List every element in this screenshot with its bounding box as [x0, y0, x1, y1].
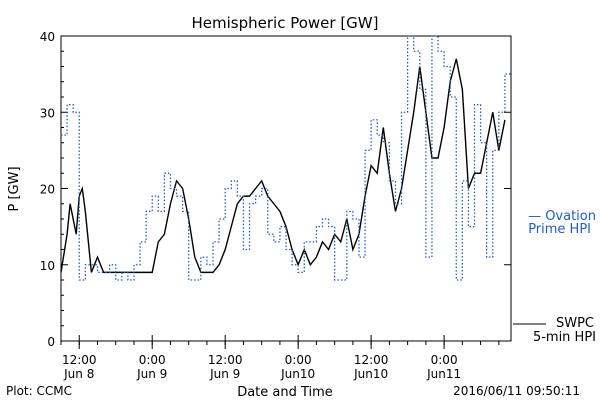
series-ovation-line	[61, 35, 511, 281]
x-tick-label-time: 12:00	[62, 353, 97, 367]
x-tick-label-time: 0:00	[139, 353, 166, 367]
y-tick-label: 20	[40, 183, 55, 197]
series-swpc-line	[60, 58, 506, 274]
series-layer	[60, 35, 511, 281]
y-tick-label: 40	[40, 30, 55, 44]
footer-timestamp: 2016/06/11 09:50:11	[453, 384, 580, 398]
x-tick-label-date: Jun11	[426, 367, 461, 381]
x-axis-label: Date and Time	[237, 385, 333, 400]
legend-swpc: SWPC 5-min HPI	[513, 316, 596, 345]
plot-frame	[60, 35, 512, 342]
legend-ovation: — Ovation Prime HPI	[528, 209, 596, 237]
footer-credit: Plot: CCMC	[6, 384, 72, 398]
x-tick-label-date: Jun 8	[63, 367, 94, 381]
legend-swpc-line2: 5-min HPI	[533, 330, 596, 345]
y-tick-label: 0	[47, 335, 55, 349]
legend-ovation-line2: Prime HPI	[528, 222, 591, 237]
y-tick-label: 30	[40, 106, 55, 120]
x-tick-label-date: Jun10	[353, 367, 388, 381]
y-axis: 0 10 20 30 40	[40, 30, 511, 349]
x-tick-label-date: Jun 9	[136, 367, 167, 381]
y-axis-label: P [GW]	[7, 166, 22, 211]
x-tick-label-time: 12:00	[208, 353, 243, 367]
x-tick-label-time: 0:00	[285, 353, 312, 367]
legend-ovation-line1: — Ovation	[528, 209, 596, 224]
x-tick-label-date: Jun 9	[209, 367, 240, 381]
y-tick-label: 10	[40, 259, 55, 273]
x-tick-label-time: 12:00	[354, 353, 389, 367]
x-tick-label-time: 0:00	[431, 353, 458, 367]
chart-title: Hemispheric Power [GW]	[192, 14, 379, 32]
legend-swpc-line1: SWPC	[556, 316, 594, 331]
x-tick-label-date: Jun10	[280, 367, 315, 381]
